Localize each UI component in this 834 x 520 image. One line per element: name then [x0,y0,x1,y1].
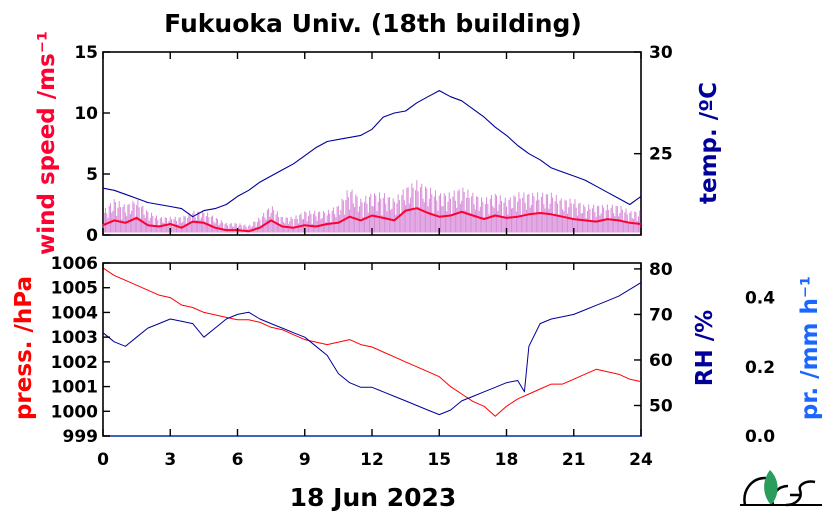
humidity-tick-label: 60 [649,351,673,371]
temperature-series [102,90,642,218]
temperature-axis: 25 30 [634,43,673,165]
wind-speed-axis: 0 5 10 15 [74,43,110,246]
pressure-tick-label: 1003 [51,328,98,348]
precipitation-axis: 0.0 0.2 0.4 [745,289,775,447]
pressure-series [102,267,642,417]
time-tick-label: 3 [164,450,176,470]
temperature-axis-label: temp. /ºC [696,82,722,204]
wind-speed-axis-label: wind speed /ms⁻¹ [34,31,60,255]
wind-speed-tick-label: 0 [86,226,98,246]
wind-speed-series [102,207,642,233]
wind-speed-tick-label: 10 [74,104,98,124]
wind-speed-tick-label: 15 [74,43,98,63]
pressure-tick-label: 1000 [51,402,98,422]
time-tick-label: 21 [562,450,586,470]
precipitation-tick-label: 0.2 [745,358,775,378]
top-time-ticks [102,52,642,235]
bottom-time-ticks: 0 3 6 9 12 15 18 21 24 [97,263,653,470]
humidity-axis-label: RH /% [692,310,718,386]
humidity-axis: 50 60 70 80 [634,260,673,416]
time-tick-label: 6 [232,450,244,470]
bottom-panel-frame [102,262,642,437]
pressure-tick-label: 999 [63,427,99,447]
date-label: 18 Jun 2023 [290,483,457,512]
precipitation-tick-label: 0.0 [745,427,775,447]
time-tick-label: 0 [97,450,109,470]
time-tick-label: 15 [427,450,451,470]
pressure-tick-label: 1001 [51,378,98,398]
pressure-tick-label: 1002 [51,353,98,373]
pressure-axis-label: press. /hPa [11,276,37,420]
pressure-axis: 999 1000 1001 1002 1003 1004 1005 1006 [51,254,110,447]
nies-logo-icon [740,470,822,507]
time-tick-label: 12 [360,450,384,470]
bottom-panel-series [102,267,642,437]
time-tick-label: 18 [495,450,519,470]
humidity-tick-label: 80 [649,260,673,280]
pressure-tick-label: 1004 [51,303,98,323]
temperature-tick-label: 30 [649,43,673,63]
wind-gust-series [102,180,641,233]
humidity-tick-label: 50 [649,396,673,416]
top-panel: 0 5 10 15 25 30 wind speed /ms⁻¹ temp. /ºC [34,31,722,255]
humidity-series [102,282,642,416]
humidity-tick-label: 70 [649,305,673,325]
pressure-tick-label: 1006 [51,254,98,274]
chart-title: Fukuoka Univ. (18th building) [164,9,582,38]
time-tick-label: 9 [299,450,311,470]
precipitation-axis-label: pr. /mm h⁻¹ [797,276,823,420]
precipitation-tick-label: 0.4 [745,289,775,309]
pressure-tick-label: 1005 [51,279,98,299]
temperature-tick-label: 25 [649,145,673,165]
time-tick-label: 24 [629,450,653,470]
wind-speed-tick-label: 5 [86,165,98,185]
top-panel-series [102,90,642,233]
